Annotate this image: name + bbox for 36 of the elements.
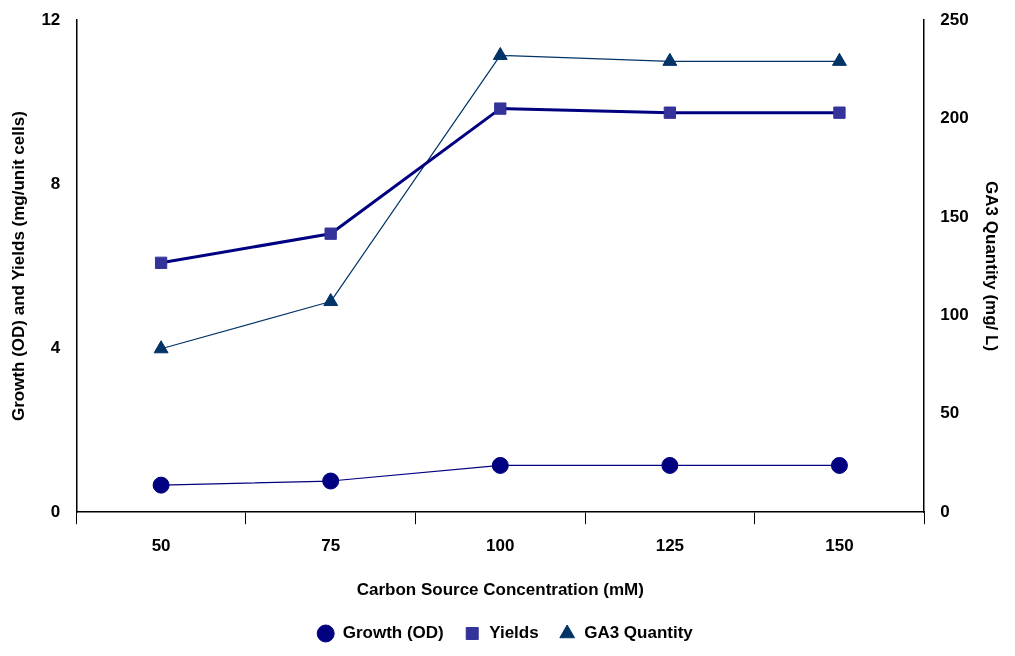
x-axis-title: Carbon Source Concentration (mM) [356,580,644,600]
point [323,293,339,307]
y-tick-label: 4 [50,337,61,357]
point [662,52,678,66]
y-tick-label: 12 [41,9,61,29]
point [832,52,847,66]
point [152,476,170,494]
legend-label: GA3 Quantity [584,623,694,643]
x-tick-label: 100 [486,536,515,556]
point [492,46,508,60]
point [491,456,509,474]
point [324,227,337,240]
point [661,456,679,474]
point [494,102,507,115]
y2-tick-label: 100 [940,305,969,325]
point [322,472,340,490]
legend-label: Growth (OD) [342,623,444,643]
y-tick-label: 0 [50,501,61,521]
point [833,106,846,119]
y2-tick-label: 200 [940,108,969,128]
x-tick-label: 75 [321,536,341,556]
y-tick-label: 8 [50,173,61,193]
x-tick-label: 125 [655,536,685,556]
y2-tick-label: 150 [940,206,969,226]
x-tick-label: 150 [825,536,854,556]
legend-label: Yields [489,623,539,643]
y2-tick-label: 250 [940,9,969,29]
point [153,340,169,354]
y2-tick-label: 50 [940,403,960,423]
point [663,106,677,119]
y2-tick-label: 0 [940,501,950,521]
y2-axis-title: GA3 Quantity (mg/ L) [982,181,1002,352]
x-tick-label: 50 [151,536,171,556]
y-axis-title: Growth (OD) and Yields (mg/unit cells) [8,111,28,422]
point [830,456,848,474]
point [154,256,168,269]
